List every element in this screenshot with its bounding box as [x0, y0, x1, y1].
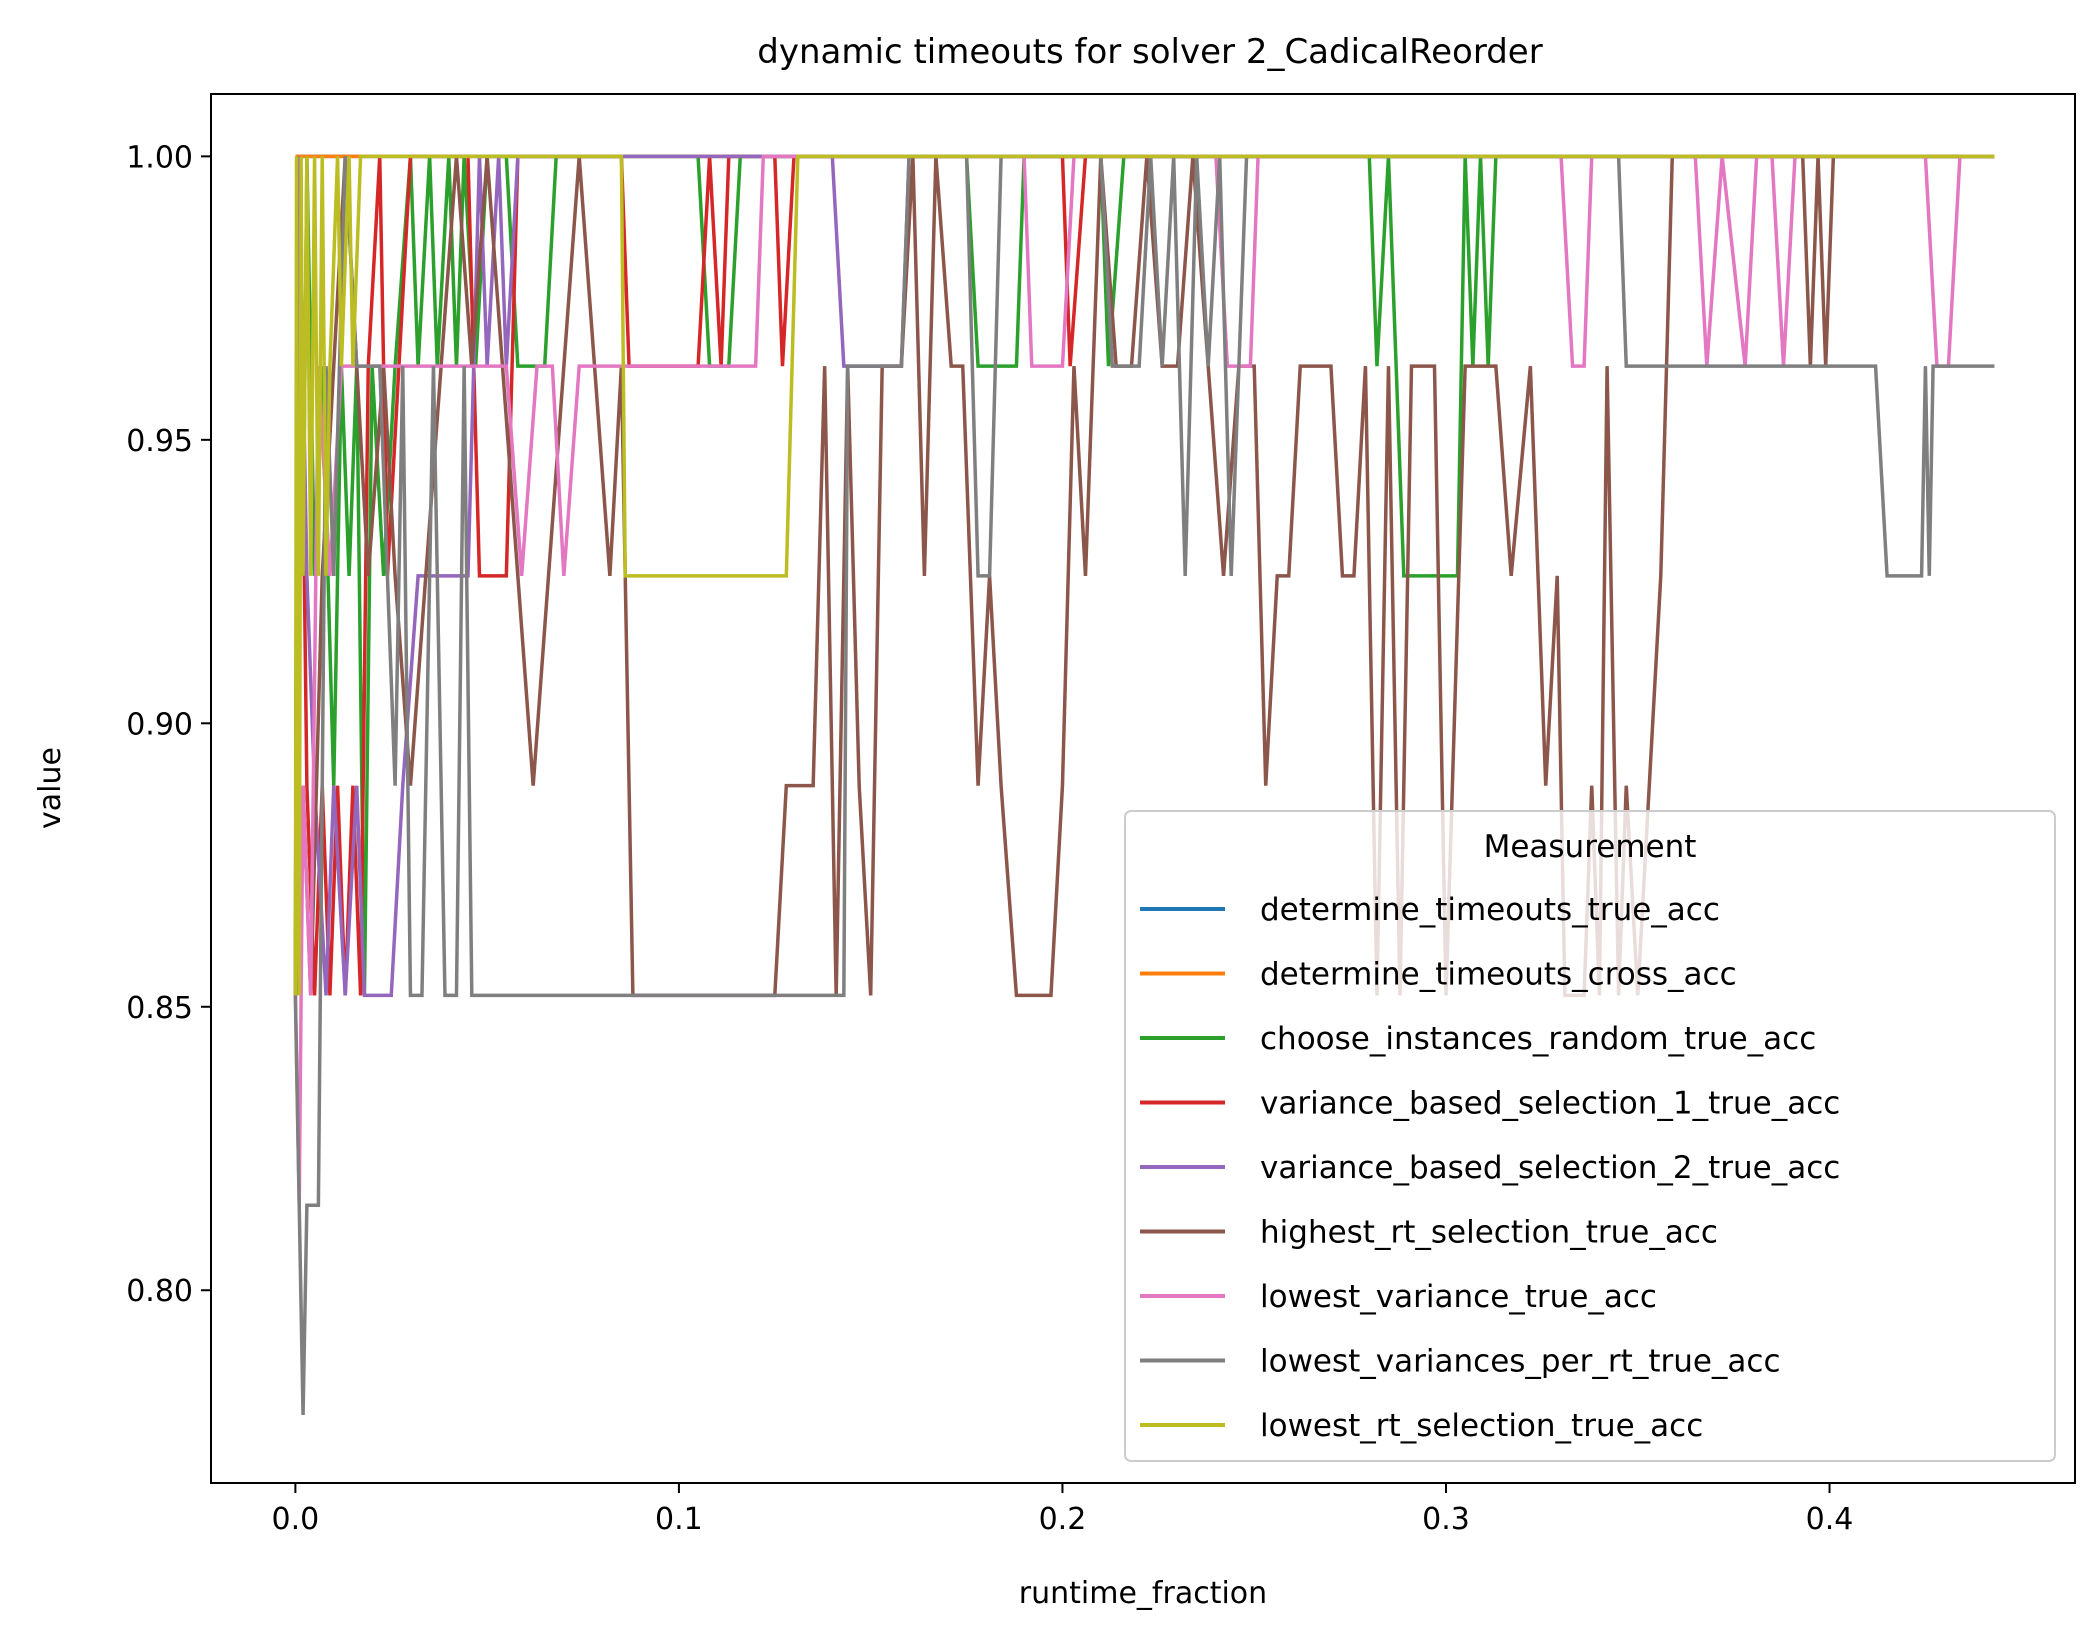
x-tick-label: 0.0 [272, 1502, 320, 1537]
legend: Measurement determine_timeouts_true_accd… [1124, 810, 2056, 1462]
legend-label: determine_timeouts_cross_acc [1260, 957, 1737, 993]
legend-entries: determine_timeouts_true_acc determine_tim… [1140, 892, 1840, 1444]
legend-label: lowest_rt_selection_true_acc [1260, 1408, 1703, 1444]
legend-label: highest_rt_selection_true_acc [1260, 1215, 1718, 1251]
legend-frame [1124, 810, 2056, 1462]
x-tick-label: 0.4 [1806, 1502, 1854, 1537]
y-tick-label: 1.00 [126, 140, 193, 175]
y-tick-label: 0.95 [126, 424, 193, 459]
chart-title: dynamic timeouts for solver 2_CadicalReo… [757, 32, 1542, 72]
x-tick-label: 0.2 [1039, 1502, 1087, 1537]
x-tick-label: 0.3 [1422, 1502, 1470, 1537]
legend-label: choose_instances_random_true_acc [1260, 1021, 1816, 1057]
legend-label: variance_based_selection_1_true_acc [1260, 1086, 1840, 1122]
x-axis-label: runtime_fraction [1019, 1576, 1267, 1611]
legend-label: determine_timeouts_true_acc [1260, 892, 1720, 928]
series-line-lowest_rt_selection_true_acc [293, 154, 1995, 996]
y-tick-label: 0.85 [126, 991, 193, 1026]
series-lines [293, 154, 1995, 1416]
axis-ticks: 0.0 0.1 0.2 0.3 0.4 0.80 0.85 0.90 0.95 1.00 [126, 140, 1853, 1537]
legend-label: lowest_variance_true_acc [1260, 1279, 1657, 1315]
y-tick-label: 0.80 [126, 1274, 193, 1309]
legend-label: lowest_variances_per_rt_true_acc [1260, 1344, 1781, 1380]
series-line-choose_instances_random_true_acc [293, 154, 1995, 996]
legend-label: variance_based_selection_2_true_acc [1260, 1150, 1840, 1186]
y-tick-label: 0.90 [126, 707, 193, 742]
y-axis-label: value [33, 747, 68, 829]
x-tick-label: 0.1 [655, 1502, 703, 1537]
legend-title: Measurement [1484, 829, 1697, 865]
plot-area-frame [210, 93, 2076, 1484]
